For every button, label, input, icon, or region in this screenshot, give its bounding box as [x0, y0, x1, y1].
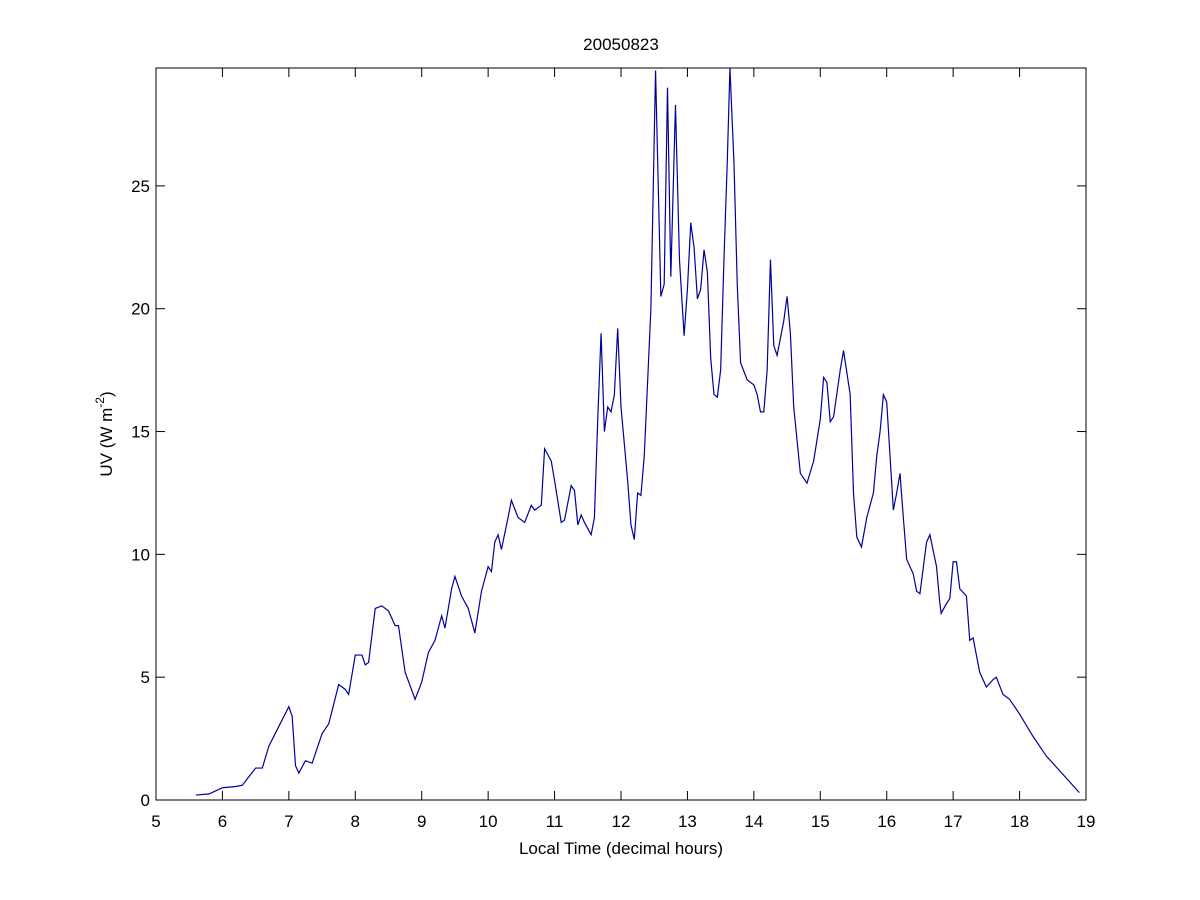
x-tick-label: 19 [1077, 812, 1096, 831]
y-label-sup: -2 [93, 397, 107, 408]
x-tick-label: 13 [678, 812, 697, 831]
x-tick-label: 11 [546, 812, 564, 831]
chart-title: 20050823 [583, 35, 659, 54]
x-tick-label: 7 [284, 812, 293, 831]
x-tick-label: 6 [218, 812, 227, 831]
x-tick-label: 15 [811, 812, 830, 831]
y-label-main: UV (W m [97, 408, 116, 477]
y-tick-label: 5 [141, 668, 150, 687]
x-tick-label: 17 [944, 812, 963, 831]
y-tick-label: 10 [131, 545, 150, 564]
y-tick-label: 25 [131, 177, 150, 196]
y-axis-label: UV (W m-2) [93, 391, 116, 476]
y-tick-label: 20 [131, 300, 150, 319]
y-tick-label: 0 [141, 791, 150, 810]
y-tick-label: 15 [131, 423, 150, 442]
x-tick-label: 8 [351, 812, 360, 831]
x-tick-label: 18 [1010, 812, 1029, 831]
x-tick-label: 9 [417, 812, 426, 831]
x-tick-label: 14 [744, 812, 763, 831]
x-tick-label: 5 [151, 812, 160, 831]
x-tick-label: 10 [479, 812, 498, 831]
y-label-end: ) [97, 391, 116, 397]
x-tick-label: 16 [877, 812, 896, 831]
x-axis-label: Local Time (decimal hours) [519, 839, 723, 858]
x-tick-label: 12 [612, 812, 631, 831]
data-line [195, 67, 1080, 796]
